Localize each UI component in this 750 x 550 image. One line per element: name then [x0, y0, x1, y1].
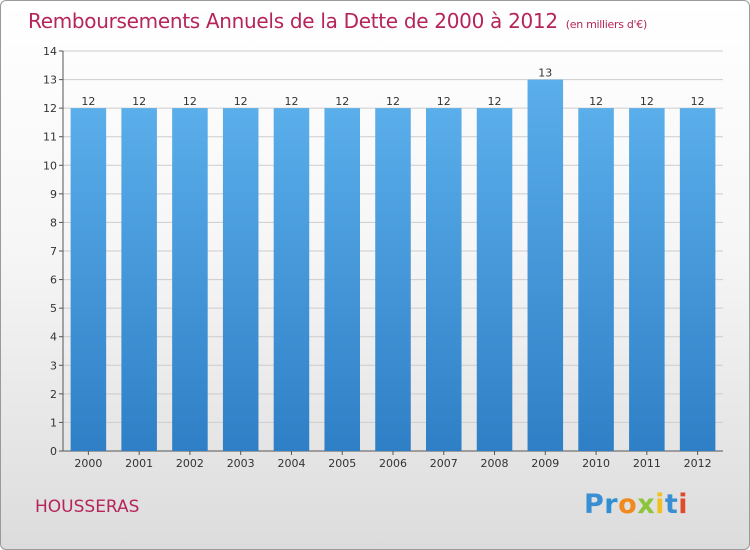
logo-letter: i [655, 489, 665, 520]
data-labels: 12 12 12 12 12 12 12 12 12 13 12 12 12 [81, 67, 704, 109]
logo-letter: o [618, 489, 638, 520]
y-tick-label: 6 [50, 274, 57, 287]
bar [578, 108, 614, 452]
bar [324, 108, 360, 452]
x-tick-label: 2000 [74, 457, 102, 470]
y-tick-label: 14 [43, 45, 57, 58]
x-tick-label: 2003 [227, 457, 255, 470]
proxiti-logo: Proxiti [584, 489, 688, 520]
logo-letter: i [678, 489, 689, 520]
data-label: 12 [284, 95, 298, 108]
x-tick-label: 2008 [481, 457, 509, 470]
y-tick-label: 9 [50, 188, 57, 201]
x-tick-label: 2009 [531, 457, 559, 470]
x-tick-label: 2002 [176, 457, 204, 470]
data-label: 12 [437, 95, 451, 108]
bar [679, 108, 716, 452]
bar [273, 108, 310, 452]
bar [527, 79, 564, 452]
data-label: 13 [538, 67, 552, 80]
data-label: 12 [386, 95, 400, 108]
logo-letter: r [604, 489, 619, 520]
data-label: 12 [81, 95, 95, 108]
y-tick-label: 7 [50, 245, 57, 258]
chart-subtitle: (en milliers d'€) [565, 18, 647, 31]
bar [121, 108, 157, 452]
chart-title-main: Remboursements Annuels de la Dette de 20… [28, 9, 558, 33]
chart-title: Remboursements Annuels de la Dette de 20… [28, 9, 647, 33]
y-tick-label: 8 [50, 216, 57, 229]
data-label: 12 [234, 95, 248, 108]
bar [172, 108, 208, 452]
bar [222, 108, 259, 452]
x-tick-label: 2012 [684, 457, 712, 470]
bar [375, 108, 411, 452]
data-label: 12 [488, 95, 502, 108]
data-label: 12 [691, 95, 705, 108]
logo-letter: P [584, 489, 605, 520]
bar [426, 108, 462, 452]
data-label: 12 [640, 95, 654, 108]
x-tick-label: 2006 [379, 457, 407, 470]
x-tick-label: 2011 [633, 457, 661, 470]
bars [70, 79, 716, 452]
y-tick-label: 12 [43, 102, 57, 115]
bar [629, 108, 665, 452]
x-tick-label: 2010 [582, 457, 610, 470]
x-tick-label: 2001 [125, 457, 153, 470]
y-tick-label: 4 [50, 331, 57, 344]
commune-name: HOUSSERAS [35, 497, 140, 517]
data-label: 12 [132, 95, 146, 108]
y-tick-label: 10 [43, 159, 57, 172]
y-tick-label: 2 [50, 388, 57, 401]
y-tick-label: 11 [43, 131, 57, 144]
bar [70, 108, 107, 452]
y-tick-label: 0 [50, 445, 57, 458]
logo-letter: x [637, 489, 656, 520]
x-tick-label: 2004 [277, 457, 305, 470]
y-tick-label: 5 [50, 302, 57, 315]
data-label: 12 [335, 95, 349, 108]
x-tick-label: 2005 [328, 457, 356, 470]
logo-letter: t [664, 489, 679, 520]
y-tick-label: 13 [43, 74, 57, 87]
bar [476, 108, 513, 452]
data-label: 12 [589, 95, 603, 108]
x-tick-label: 2007 [430, 457, 458, 470]
y-tick-label: 3 [50, 359, 57, 372]
y-tick-label: 1 [50, 416, 57, 429]
data-label: 12 [183, 95, 197, 108]
